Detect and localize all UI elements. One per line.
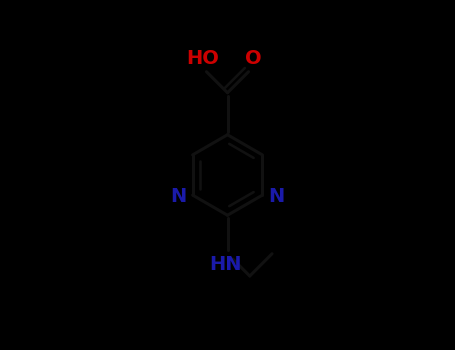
Text: HO: HO [187,49,219,68]
Text: O: O [246,49,262,68]
Text: N: N [268,187,285,206]
Text: HN: HN [209,256,242,274]
Text: N: N [170,187,187,206]
